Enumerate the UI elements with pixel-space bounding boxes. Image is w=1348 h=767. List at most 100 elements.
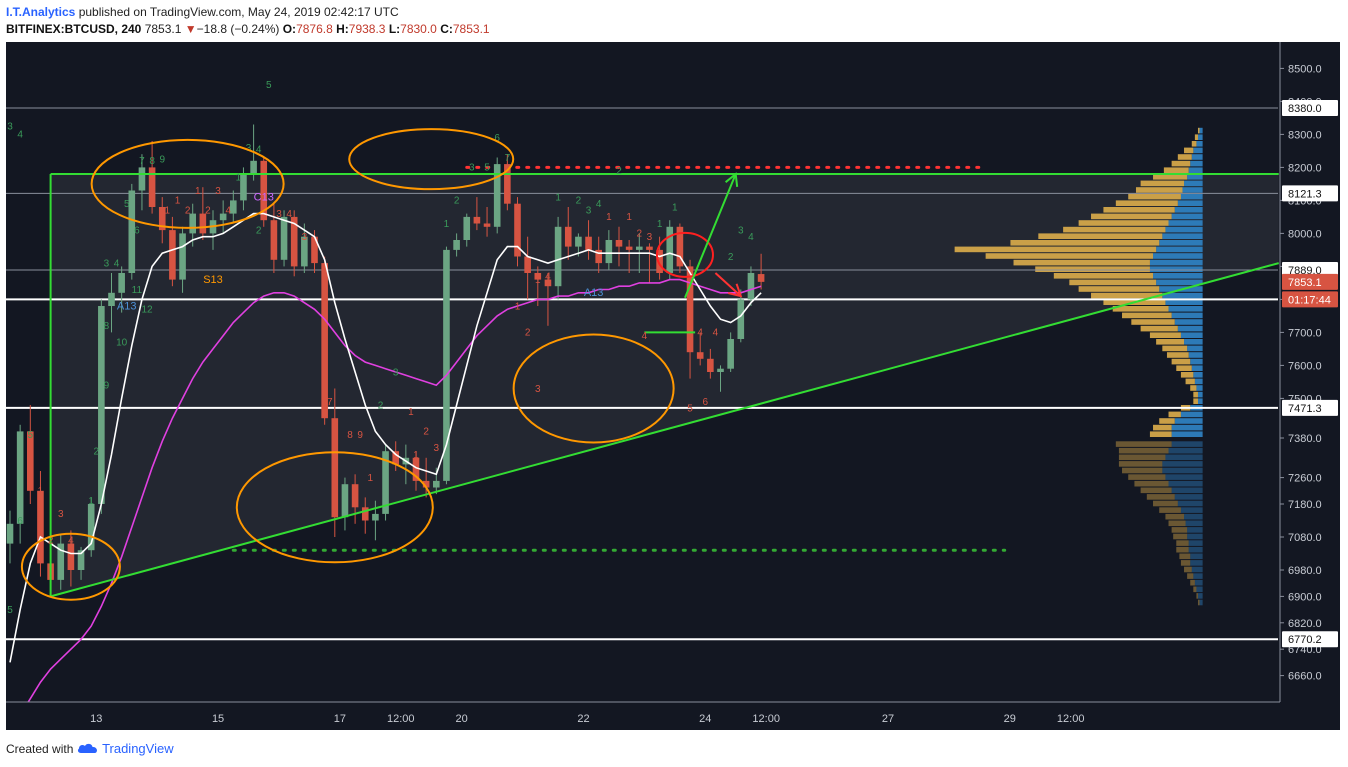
candle-down [311,236,318,264]
volume-profile-bar-up [1171,431,1203,437]
candle-down [625,246,633,250]
price-level-box [1282,273,1338,290]
volume-profile-bar-down [1159,418,1175,424]
volume-profile-bar-down [1140,325,1178,332]
volume-profile-bar-up [1196,385,1203,391]
candle-up [727,339,734,369]
td-sequential-label: 1 [413,450,419,461]
volume-profile-bar-up [1168,306,1203,312]
volume-profile-bar-down [1140,487,1172,494]
volume-profile-bar-up [1191,365,1203,371]
candle-down [585,236,592,250]
author-name[interactable]: I.T.Analytics [6,5,76,19]
td-sequential-label: 1 [657,219,663,230]
high-value: 7938.3 [348,22,386,36]
volume-profile-bar-down [1122,467,1163,474]
td-sequential-label: 3 [7,121,13,132]
time-tick-label: 12:00 [1057,713,1085,725]
highlight-circle [90,138,285,229]
price-level-label: 7853.1 [1288,277,1322,289]
candle-down [504,164,511,204]
volume-profile-bar-down [1153,424,1172,431]
price-chart[interactable]: 3456132412549834567891112101121234134523… [0,42,1340,730]
candle-down [169,230,176,280]
td-setup-label: S13 [203,274,223,286]
volume-profile-bar-up [1165,299,1203,305]
volume-profile-bar-down [954,246,1157,253]
ohlc-line: BITFINEX:BTCUSD, 240 7853.1 ▼−18.8 (−0.2… [6,21,1336,38]
time-tick-label: 12:00 [752,713,780,725]
td-sequential-label: 6 [494,133,500,144]
volume-profile-bar-up [1165,474,1203,480]
volume-profile-bar-up [1153,253,1203,259]
candle-up [118,273,125,293]
price-level-box [1282,399,1338,416]
td-sequential-label: 2 [48,536,54,547]
volume-profile-bar-up [1187,174,1203,180]
volume-profile-bar-down [1156,339,1185,345]
td-sequential-label: 8 [149,156,155,167]
td-sequential-label: 3 [302,232,308,243]
candle-down [67,543,75,570]
td-sequential-label: 2 [616,166,622,177]
td-sequential-label: 2 [423,427,429,438]
high-label: H: [336,22,349,36]
td-sequential-label: 9 [159,154,165,165]
time-tick-label: 20 [456,713,468,725]
price-tick-label: 7260.0 [1288,473,1322,485]
volume-profile-bar-up [1193,147,1203,154]
candle-up [230,200,237,214]
td-sequential-label: 2 [728,252,734,263]
publish-line: I.T.Analytics published on TradingView.c… [6,4,1336,21]
volume-profile-bar-up [1171,312,1203,319]
volume-profile-bar-down [1149,431,1172,437]
projection-arrow-line [684,173,737,299]
td-sequential-label: 7 [505,153,511,164]
volume-profile-bar-down [1135,187,1183,193]
price-level-box [1282,100,1338,116]
volume-profile-bar-up [1174,494,1203,500]
symbol-label[interactable]: BITFINEX:BTCUSD, 240 [6,22,142,36]
time-tick-label: 12:00 [387,713,415,725]
candle-up [443,249,450,481]
candle-down [331,418,339,518]
candle-down [564,226,572,247]
volume-profile-bar-down [1177,154,1192,160]
volume-profile-bar-down [1134,480,1169,487]
volume-profile-bar-down [1013,259,1150,266]
candle-down [595,249,602,264]
candle-up [372,513,379,521]
volume-profile-bar-down [1115,200,1178,206]
td-sequential-label: 1 [165,206,171,217]
tradingview-brand[interactable]: TradingView [102,741,174,756]
volume-profile-bar-down [1180,560,1191,566]
highlight-circle [655,231,714,278]
volume-profile-bar-up [1193,573,1203,579]
td-sequential-label: 3 [434,443,440,454]
chart-area[interactable]: 3456132412549834567891112101121234134523… [0,42,1340,730]
candle-up [280,216,288,260]
td-sequential-label: 3 [246,143,252,154]
candle-down [646,246,653,250]
volume-profile-bar-down [1179,553,1191,560]
highlight-circle [235,451,434,564]
td-sequential-label: 1 [236,173,242,184]
candle-down [534,273,542,280]
candle-down [27,431,34,491]
volume-profile-bar-down [1166,352,1189,358]
volume-profile-bar-up [1156,246,1203,253]
volume-profile-bar-up [1199,599,1203,606]
low-label: L: [388,22,401,36]
volume-profile-bar-up [1188,540,1203,546]
chart-header: I.T.Analytics published on TradingView.c… [6,4,1336,40]
volume-profile-bar-down [1038,233,1163,239]
volume-profile-bar-up [1165,226,1203,233]
td-sequential-label: 4 [225,206,231,217]
price-tick-label: 6900.0 [1288,591,1322,603]
volume-profile-bar-up [1184,339,1203,345]
price-level-label: 7471.3 [1288,403,1322,415]
price-tick-label: 7700.0 [1288,327,1322,339]
candle-down [757,274,765,282]
candle-down [290,216,298,267]
volume-profile-bar-down [1190,385,1197,391]
